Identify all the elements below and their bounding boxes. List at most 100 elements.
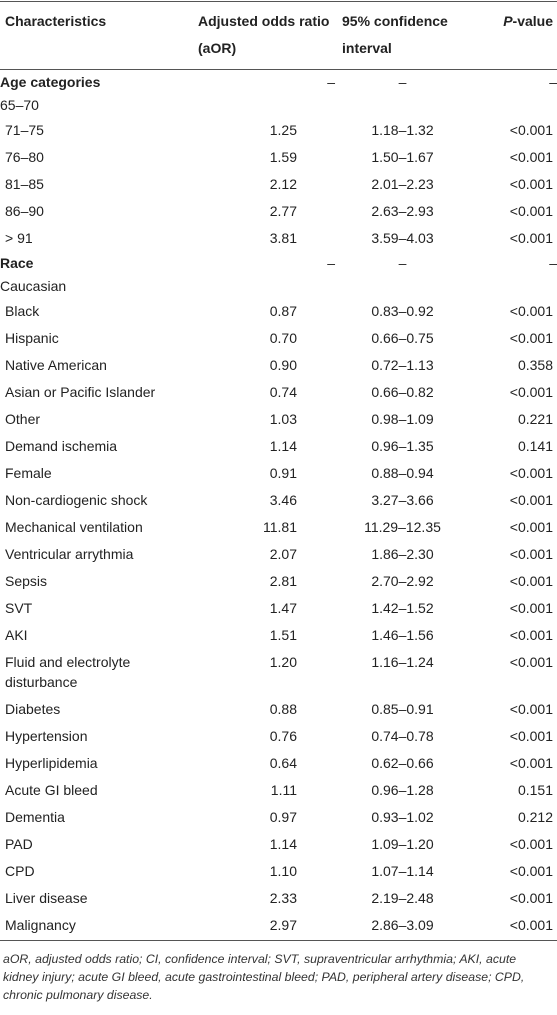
table-cell: 0.141 (517, 437, 553, 454)
table-cell: 0.66–0.75 (371, 329, 434, 346)
table-cell: 76–80 (5, 148, 44, 165)
table-cell: Hypertension (5, 727, 88, 744)
table-cell: – (398, 254, 407, 271)
table-cell: 0.97 (269, 808, 297, 825)
table-cell: Female (5, 464, 52, 481)
header-cell: Characteristics (0, 1, 195, 70)
table-cell: 0.64 (269, 754, 297, 771)
table-row: SVT 1.47 1.42–1.52 <0.001 (0, 594, 557, 621)
table-cell: 3.59–4.03 (371, 229, 434, 246)
table-cell: <0.001 (509, 491, 553, 508)
table-row: Ventricular arrythmia 2.07 1.86–2.30 <0.001 (0, 540, 557, 567)
table-cell: 1.10 (269, 862, 297, 879)
table-row: Malignancy 2.97 2.86–3.09 <0.001 (0, 911, 557, 941)
table-cell: 2.01–2.23 (371, 175, 434, 192)
table-cell: <0.001 (509, 545, 553, 562)
table-cell: Asian or Pacific Islander (5, 383, 156, 400)
table-cell: <0.001 (509, 229, 553, 246)
table-row: PAD 1.14 1.09–1.20 <0.001 (0, 830, 557, 857)
table-cell: > 91 (5, 229, 33, 246)
table-row: 86–90 2.77 2.63–2.93 <0.001 (0, 197, 557, 224)
table-cell (470, 93, 557, 116)
header-row: Characteristics Adjusted odds ratio (aOR… (0, 1, 557, 70)
table-cell: Diabetes (5, 700, 61, 717)
table-cell: Sepsis (5, 572, 48, 589)
table-row: Demand ischemia 1.14 0.96–1.35 0.141 (0, 432, 557, 459)
table-cell: <0.001 (509, 572, 553, 589)
table-cell: 1.11 (270, 781, 297, 798)
table-row: Sepsis 2.81 2.70–2.92 <0.001 (0, 567, 557, 594)
table-cell: – (327, 254, 335, 271)
table-cell: 0.93–1.02 (371, 808, 434, 825)
table-row: Acute GI bleed 1.11 0.96–1.28 0.151 (0, 776, 557, 803)
table-cell: 1.16–1.24 (371, 653, 434, 670)
table-row: Native American 0.90 0.72–1.13 0.358 (0, 351, 557, 378)
table-cell: 0.91 (269, 464, 297, 481)
table-cell: 2.97 (195, 911, 335, 941)
table-row: 65–70 (0, 93, 557, 116)
table-row: Dementia 0.97 0.93–1.02 0.212 (0, 803, 557, 830)
table-cell: <0.001 (509, 175, 553, 192)
table-row: CPD 1.10 1.07–1.14 <0.001 (0, 857, 557, 884)
table-cell: 1.03 (269, 410, 297, 427)
table-cell: 2.70–2.92 (371, 572, 434, 589)
table-cell: <0.001 (509, 302, 553, 319)
table-cell: 1.14 (269, 437, 297, 454)
table-cell: Mechanical ventilation (5, 518, 143, 535)
table-row: 76–80 1.59 1.50–1.67 <0.001 (0, 143, 557, 170)
table-row: Hypertension 0.76 0.74–0.78 <0.001 (0, 722, 557, 749)
table-cell: Caucasian (0, 277, 67, 294)
table-cell: Age categories (0, 73, 101, 90)
table-cell: Other (5, 410, 41, 427)
table-cell (335, 274, 470, 297)
table-cell: 1.47 (269, 599, 297, 616)
table-cell: – (398, 73, 407, 90)
table-cell: 3.46 (269, 491, 297, 508)
table-row: AKI 1.51 1.46–1.56 <0.001 (0, 621, 557, 648)
table-cell: Liver disease (5, 889, 88, 906)
table-cell: <0.001 (509, 383, 553, 400)
table-cell: Race (0, 254, 34, 271)
table-cell: 1.59 (269, 148, 297, 165)
table-cell: <0.001 (509, 148, 553, 165)
table-row: Female 0.91 0.88–0.94 <0.001 (0, 459, 557, 486)
table-row: Non-cardiogenic shock 3.46 3.27–3.66 <0.001 (0, 486, 557, 513)
table-cell: <0.001 (509, 202, 553, 219)
table-cell: <0.001 (509, 653, 553, 670)
table-cell: <0.001 (470, 911, 557, 941)
table-cell: 1.09–1.20 (371, 835, 434, 852)
table-cell: 0.98–1.09 (371, 410, 434, 427)
table-cell: 1.42–1.52 (371, 599, 434, 616)
table-cell: 81–85 (5, 175, 44, 192)
table-row: Liver disease 2.33 2.19–2.48 <0.001 (0, 884, 557, 911)
table-cell: <0.001 (509, 700, 553, 717)
table-row: Race – – – (0, 251, 557, 274)
table-cell: Hispanic (5, 329, 59, 346)
table-cell: – (327, 73, 335, 90)
table-cell: 2.86–3.09 (335, 911, 470, 941)
table-cell: – (549, 254, 557, 271)
table-cell: 3.81 (269, 229, 297, 246)
table-cell (470, 274, 557, 297)
table-cell: 0.74–0.78 (371, 727, 434, 744)
table-cell: 1.20 (269, 653, 297, 670)
table-cell: Ventricular arrythmia (5, 545, 134, 562)
table-cell: <0.001 (509, 599, 553, 616)
table-cell: 65–70 (0, 96, 39, 113)
table-cell: <0.001 (509, 518, 553, 535)
table-cell: <0.001 (509, 889, 553, 906)
table-cell: 2.33 (269, 889, 297, 906)
table-cell: 11.81 (263, 518, 297, 535)
table-cell: 0.76 (269, 727, 297, 744)
table-cell: 0.96–1.28 (371, 781, 434, 798)
table-cell: 1.14 (269, 835, 297, 852)
table-cell: <0.001 (509, 464, 553, 481)
table-cell: <0.001 (509, 835, 553, 852)
table-row: Caucasian (0, 274, 557, 297)
table-cell: 1.86–2.30 (371, 545, 434, 562)
table-cell: 1.25 (269, 121, 297, 138)
table-cell: <0.001 (509, 329, 553, 346)
table-cell: Non-cardiogenic shock (5, 491, 148, 508)
table-cell: Hyperlipidemia (5, 754, 98, 771)
table-cell: – (549, 73, 557, 90)
